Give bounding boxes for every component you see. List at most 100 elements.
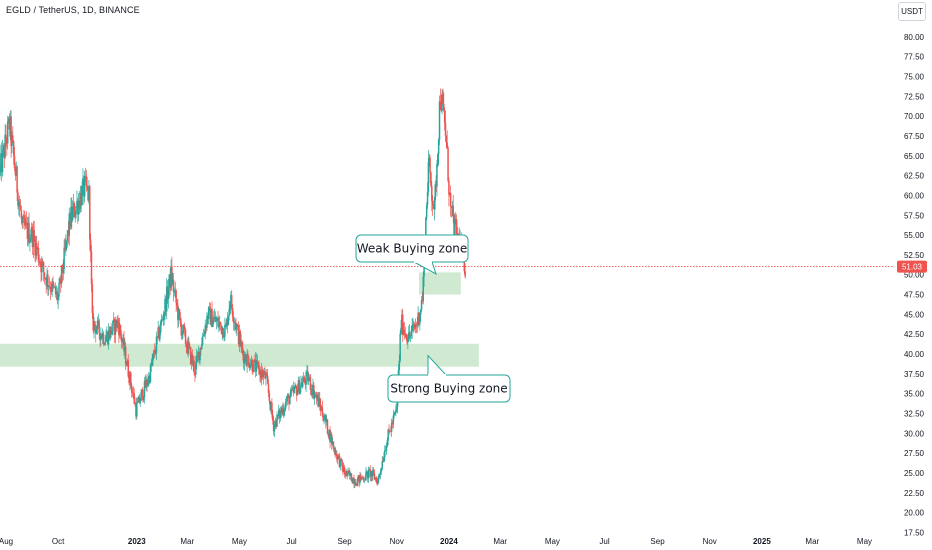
- candle-body: [95, 329, 98, 334]
- candle-body: [283, 410, 285, 415]
- candle-body: [449, 192, 451, 195]
- candle-body: [136, 401, 139, 404]
- candle-body: [0, 153, 2, 168]
- candle-body: [344, 473, 347, 476]
- candle-body: [366, 471, 369, 479]
- candle-body: [428, 157, 430, 162]
- candle-body: [112, 320, 114, 332]
- candle-body: [30, 226, 33, 239]
- candle-body: [442, 93, 444, 104]
- candle-body: [134, 403, 136, 405]
- candle-body: [400, 327, 402, 334]
- candle-body: [1, 149, 4, 173]
- candle-body: [224, 324, 227, 327]
- candle-body: [251, 360, 253, 372]
- candle-body: [101, 334, 103, 339]
- candle-body: [100, 334, 102, 341]
- candle-body: [172, 279, 175, 293]
- currency-selector[interactable]: USDT: [898, 2, 926, 21]
- candle-body: [317, 395, 319, 407]
- candle-body: [223, 336, 225, 338]
- candle-body: [276, 414, 278, 427]
- candle-body: [280, 410, 283, 413]
- candle-body: [351, 480, 354, 484]
- candle-body: [93, 321, 95, 331]
- candle-body: [295, 385, 297, 388]
- candle-body: [433, 200, 436, 210]
- candle-body: [89, 239, 92, 252]
- candle-body: [158, 327, 160, 340]
- candle-body: [404, 333, 407, 335]
- candle-body: [357, 475, 360, 479]
- candle-body: [321, 406, 324, 416]
- candle-body: [196, 354, 199, 356]
- candle-body: [277, 414, 279, 417]
- candle-body: [300, 382, 302, 388]
- candle-body: [312, 384, 314, 395]
- candle-body: [248, 357, 250, 367]
- candle-body: [418, 312, 420, 325]
- x-tick-label: 2023: [128, 537, 146, 546]
- candle-body: [187, 341, 189, 354]
- candle-body: [2, 145, 5, 150]
- candle-body: [147, 382, 149, 386]
- current-price-label: 51.03: [902, 263, 923, 272]
- x-tick-label: Mar: [493, 537, 507, 546]
- candle-body: [210, 309, 212, 325]
- candle-body: [360, 475, 362, 480]
- candle-body: [368, 469, 371, 471]
- candle-body: [155, 336, 158, 354]
- candle-body: [92, 312, 94, 331]
- candle-body: [283, 409, 286, 411]
- candle-body: [275, 420, 277, 427]
- candle-body: [25, 222, 28, 224]
- candle-body: [209, 307, 212, 325]
- candle-body: [324, 415, 326, 421]
- candle-body: [278, 409, 281, 419]
- candle-body: [80, 193, 82, 206]
- candle-body: [419, 314, 421, 325]
- candle-body: [148, 375, 151, 382]
- candle-body: [213, 318, 215, 323]
- y-tick-label: 17.50: [904, 528, 925, 537]
- candle-body: [128, 376, 130, 384]
- candle-body: [78, 200, 81, 209]
- candle-body: [77, 201, 79, 215]
- candle-body: [136, 403, 138, 417]
- candle-body: [183, 328, 186, 331]
- candle-body: [133, 393, 135, 404]
- candle-body: [295, 387, 298, 396]
- candle-body: [411, 325, 413, 331]
- candle-body: [197, 351, 200, 355]
- candle-body: [130, 385, 133, 393]
- candle-body: [218, 322, 220, 327]
- candle-body: [76, 201, 78, 207]
- candle-body: [382, 461, 384, 463]
- candle-body: [10, 116, 12, 147]
- candle-body: [229, 304, 231, 310]
- candle-body: [304, 381, 307, 385]
- weak-callout-label: Weak Buying zone: [357, 242, 468, 256]
- candle-body: [6, 142, 8, 144]
- weak-callout-pointer: [413, 261, 437, 275]
- symbol-title: EGLD / TetherUS, 1D, BINANCE: [6, 5, 140, 15]
- candle-body: [288, 395, 290, 405]
- candle-body: [131, 392, 134, 394]
- candle-body: [14, 168, 17, 176]
- candle-body: [454, 219, 456, 235]
- candle-body: [64, 247, 66, 250]
- candle-body: [37, 247, 40, 262]
- candle-body: [254, 359, 257, 372]
- candle-body: [287, 395, 289, 397]
- candle-body: [257, 362, 259, 366]
- candle-body: [126, 360, 129, 366]
- candle-body: [208, 307, 211, 309]
- candle-body: [431, 185, 433, 201]
- candle-body: [332, 441, 335, 449]
- candle-body: [119, 325, 122, 335]
- candle-body: [16, 166, 18, 193]
- candle-body: [33, 230, 35, 239]
- candle-body: [69, 213, 71, 227]
- candle-body: [232, 316, 235, 323]
